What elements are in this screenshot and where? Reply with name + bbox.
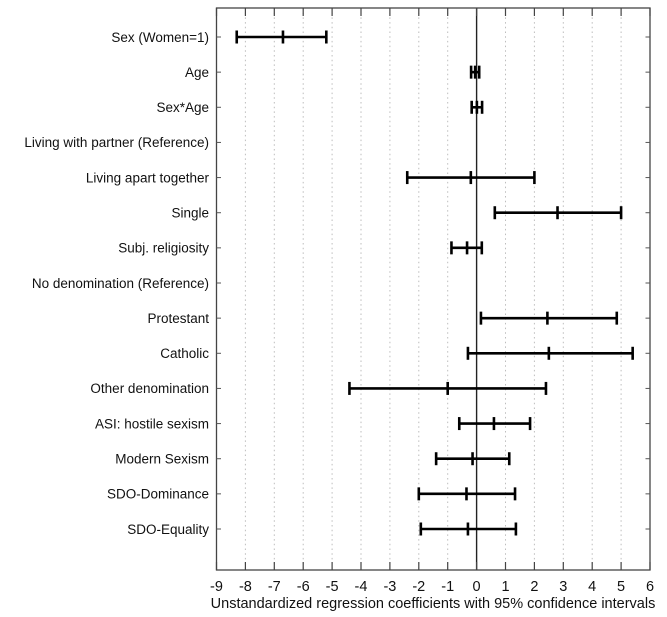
category-label: SDO-Dominance xyxy=(107,487,209,502)
x-tick-label: -2 xyxy=(412,579,425,595)
x-tick-label: 5 xyxy=(617,579,625,595)
x-tick-label: 3 xyxy=(559,579,567,595)
category-label: SDO-Equality xyxy=(127,522,209,537)
category-label: Sex*Age xyxy=(156,100,209,115)
x-tick-label: -5 xyxy=(326,579,339,595)
x-tick-label: 2 xyxy=(530,579,538,595)
category-label: Age xyxy=(185,65,209,80)
x-tick-label: 6 xyxy=(646,579,654,595)
x-tick-label: -1 xyxy=(441,579,454,595)
category-label: No denomination (Reference) xyxy=(32,276,209,291)
x-tick-label: -7 xyxy=(268,579,281,595)
plot-frame xyxy=(215,7,651,571)
category-label: Catholic xyxy=(160,346,209,361)
category-label: Subj. religiosity xyxy=(118,241,209,256)
category-label: Sex (Women=1) xyxy=(111,30,209,45)
x-axis-title: Unstandardized regression coefficients w… xyxy=(210,596,656,612)
category-label: Living with partner (Reference) xyxy=(24,135,209,150)
x-tick-label: 4 xyxy=(588,579,596,595)
x-tick-label: -4 xyxy=(355,579,368,595)
category-label: Protestant xyxy=(147,311,209,326)
category-label: Living apart together xyxy=(86,170,210,185)
category-label: Other denomination xyxy=(90,381,209,396)
x-tick-label: -8 xyxy=(239,579,252,595)
x-tick-label: -3 xyxy=(383,579,396,595)
category-label: ASI: hostile sexism xyxy=(95,416,209,431)
category-label: Modern Sexism xyxy=(115,452,209,467)
category-label: Single xyxy=(171,206,209,221)
x-tick-label: -6 xyxy=(297,579,310,595)
x-tick-label: 0 xyxy=(473,579,481,595)
x-tick-label: 1 xyxy=(501,579,509,595)
x-tick-label: -9 xyxy=(210,579,223,595)
